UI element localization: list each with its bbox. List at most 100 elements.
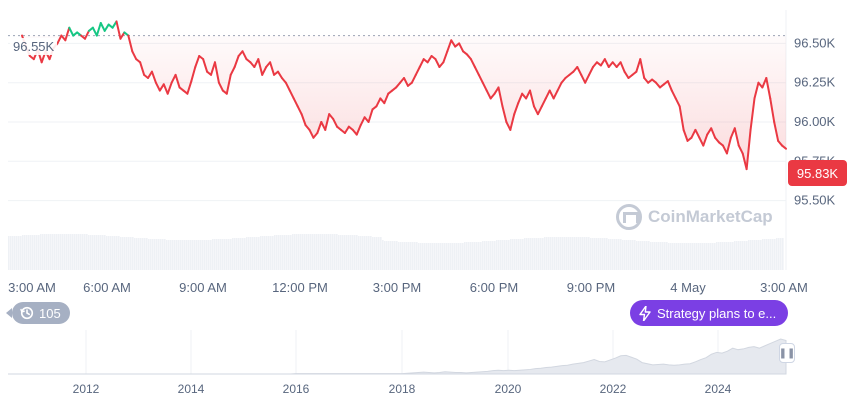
volume-bar bbox=[340, 235, 342, 270]
volume-bar bbox=[90, 235, 92, 270]
volume-bar bbox=[62, 234, 64, 270]
volume-bar bbox=[598, 238, 600, 270]
range-slider-handle[interactable]: ❚❚ bbox=[779, 343, 795, 363]
y-tick-label: 96.00K bbox=[794, 114, 836, 129]
volume-bar bbox=[48, 234, 50, 270]
volume-bar bbox=[34, 235, 36, 270]
volume-bar bbox=[374, 237, 376, 270]
volume-bar bbox=[552, 237, 554, 270]
volume-bar bbox=[108, 236, 110, 270]
volume-bar bbox=[770, 239, 772, 270]
volume-bar bbox=[134, 238, 136, 270]
volume-bar bbox=[750, 240, 752, 270]
volume-bar bbox=[82, 234, 84, 270]
price-line-segment bbox=[584, 73, 591, 84]
current-price-badge: 95.83K bbox=[788, 160, 847, 186]
volume-bar bbox=[94, 235, 96, 270]
volume-bar bbox=[600, 238, 602, 270]
price-line-segment bbox=[127, 34, 134, 53]
volume-bar bbox=[728, 242, 730, 270]
price-line-segment bbox=[324, 113, 331, 131]
volume-bar bbox=[334, 234, 336, 270]
volume-bar bbox=[486, 241, 488, 270]
volume-bar bbox=[628, 240, 630, 270]
price-line-segment bbox=[611, 61, 618, 68]
volume-bar bbox=[726, 242, 728, 270]
volume-bar bbox=[266, 236, 268, 270]
volume-bar bbox=[606, 238, 608, 270]
price-line-segment bbox=[103, 23, 110, 32]
volume-bar bbox=[14, 236, 16, 270]
volume-bar bbox=[626, 240, 628, 270]
volume-bar bbox=[430, 243, 432, 270]
volume-bar bbox=[182, 240, 184, 270]
volume-bar bbox=[400, 242, 402, 270]
price-line-segment bbox=[158, 83, 165, 92]
volume-bar bbox=[72, 234, 74, 270]
volume-bar bbox=[444, 243, 446, 270]
volume-bar bbox=[688, 243, 690, 270]
volume-bar bbox=[516, 239, 518, 270]
volume-bar bbox=[544, 237, 546, 270]
history-button[interactable]: 105 bbox=[6, 302, 70, 324]
volume-bar bbox=[202, 240, 204, 270]
price-line-segment bbox=[698, 136, 705, 147]
volume-bar bbox=[198, 240, 200, 270]
volume-bar bbox=[170, 240, 172, 270]
volume-bar bbox=[490, 241, 492, 270]
volume-bar bbox=[338, 235, 340, 270]
volume-bar bbox=[246, 237, 248, 270]
price-line-segment bbox=[414, 66, 421, 76]
volume-bar bbox=[668, 243, 670, 270]
volume-bar bbox=[710, 243, 712, 270]
volume-bar bbox=[100, 235, 102, 270]
volume-bar bbox=[32, 235, 34, 270]
volume-bar bbox=[286, 235, 288, 270]
volume-bar bbox=[42, 234, 44, 270]
volume-bar bbox=[562, 237, 564, 270]
price-line-segment bbox=[343, 125, 350, 134]
volume-bar bbox=[776, 238, 778, 270]
volume-bar bbox=[366, 236, 368, 270]
volume-bar bbox=[276, 235, 278, 270]
price-line-segment bbox=[332, 117, 339, 128]
volume-bar bbox=[178, 240, 180, 270]
volume-bar bbox=[292, 234, 294, 270]
volume-bar bbox=[52, 234, 54, 270]
volume-bar bbox=[446, 243, 448, 270]
volume-bar bbox=[596, 238, 598, 270]
volume-bar bbox=[504, 240, 506, 270]
volume-bar bbox=[754, 240, 756, 270]
volume-bar bbox=[432, 243, 434, 270]
volume-bar bbox=[270, 236, 272, 270]
volume-bar bbox=[428, 243, 430, 270]
price-line-segment bbox=[710, 127, 717, 139]
volume-bar bbox=[558, 237, 560, 270]
volume-bar bbox=[146, 238, 148, 270]
volume-bar bbox=[80, 234, 82, 270]
price-line-segment bbox=[781, 144, 787, 150]
volume-bar bbox=[10, 236, 12, 270]
volume-bar bbox=[624, 240, 626, 270]
overview-year-label: 2014 bbox=[178, 382, 205, 396]
price-line-segment bbox=[544, 89, 551, 100]
volume-bar bbox=[456, 243, 458, 270]
volume-bar bbox=[112, 236, 114, 270]
volume-bar bbox=[748, 240, 750, 270]
price-line-segment bbox=[166, 81, 173, 95]
volume-bar bbox=[746, 241, 748, 270]
volume-bar bbox=[370, 236, 372, 270]
volume-bar bbox=[290, 235, 292, 270]
volume-bar bbox=[310, 234, 312, 270]
news-event-pill[interactable]: Strategy plans to e... bbox=[630, 300, 788, 326]
volume-bar bbox=[38, 235, 40, 270]
volume-bar bbox=[708, 243, 710, 270]
volume-bar bbox=[440, 243, 442, 270]
volume-bar bbox=[556, 237, 558, 270]
volume-bar bbox=[492, 241, 494, 270]
volume-bar bbox=[524, 238, 526, 270]
volume-bar bbox=[78, 234, 80, 270]
volume-bar bbox=[362, 236, 364, 270]
price-line-segment bbox=[150, 70, 157, 84]
volume-bar bbox=[140, 238, 142, 270]
